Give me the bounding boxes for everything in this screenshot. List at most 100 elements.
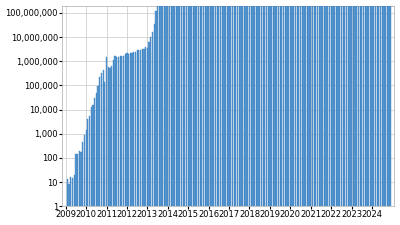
- Bar: [249, 0, 250, 225]
- Bar: [70, 177, 72, 225]
- Bar: [166, 0, 167, 225]
- Bar: [268, 0, 269, 225]
- Bar: [358, 0, 359, 225]
- Bar: [339, 0, 340, 225]
- Bar: [150, 37, 152, 225]
- Bar: [365, 0, 366, 225]
- Bar: [247, 0, 248, 225]
- Bar: [162, 0, 163, 225]
- Bar: [378, 0, 380, 225]
- Bar: [216, 0, 218, 225]
- Bar: [300, 0, 301, 225]
- Bar: [274, 0, 276, 225]
- Bar: [98, 86, 99, 225]
- Bar: [344, 0, 346, 225]
- Bar: [293, 0, 294, 225]
- Bar: [303, 0, 304, 225]
- Bar: [160, 3, 162, 225]
- Bar: [383, 0, 384, 225]
- Bar: [259, 0, 260, 225]
- Bar: [387, 0, 388, 225]
- Bar: [155, 11, 156, 225]
- Bar: [86, 130, 87, 225]
- Bar: [262, 0, 264, 225]
- Bar: [171, 0, 172, 225]
- Bar: [191, 0, 192, 225]
- Bar: [288, 0, 289, 225]
- Bar: [203, 0, 204, 225]
- Bar: [380, 0, 381, 225]
- Bar: [135, 52, 136, 225]
- Bar: [266, 0, 267, 225]
- Bar: [222, 0, 223, 225]
- Bar: [330, 0, 332, 225]
- Bar: [164, 0, 165, 225]
- Bar: [258, 0, 259, 225]
- Bar: [210, 0, 211, 225]
- Bar: [315, 0, 316, 225]
- Bar: [136, 50, 138, 225]
- Bar: [142, 49, 143, 225]
- Bar: [286, 0, 288, 225]
- Bar: [87, 119, 88, 225]
- Bar: [196, 0, 197, 225]
- Bar: [169, 0, 170, 225]
- Bar: [132, 53, 133, 225]
- Bar: [91, 107, 92, 225]
- Bar: [133, 52, 134, 225]
- Bar: [240, 0, 242, 225]
- Bar: [360, 0, 361, 225]
- Bar: [276, 0, 277, 225]
- Bar: [218, 0, 220, 225]
- Bar: [75, 154, 76, 225]
- Bar: [278, 0, 279, 225]
- Bar: [111, 66, 112, 225]
- Bar: [230, 0, 231, 225]
- Bar: [351, 0, 352, 225]
- Bar: [181, 0, 182, 225]
- Bar: [113, 60, 114, 225]
- Bar: [77, 154, 78, 225]
- Bar: [250, 0, 252, 225]
- Bar: [228, 0, 230, 225]
- Bar: [302, 0, 303, 225]
- Bar: [256, 0, 257, 225]
- Bar: [182, 0, 184, 225]
- Bar: [157, 6, 158, 225]
- Bar: [178, 0, 179, 225]
- Bar: [314, 0, 315, 225]
- Bar: [174, 0, 175, 225]
- Bar: [205, 0, 206, 225]
- Bar: [147, 48, 148, 225]
- Bar: [189, 0, 190, 225]
- Bar: [237, 0, 238, 225]
- Bar: [349, 0, 350, 225]
- Bar: [385, 0, 386, 225]
- Bar: [341, 0, 342, 225]
- Bar: [342, 0, 344, 225]
- Bar: [101, 73, 102, 225]
- Bar: [307, 0, 308, 225]
- Bar: [324, 0, 325, 225]
- Bar: [84, 135, 85, 225]
- Bar: [68, 184, 70, 225]
- Bar: [320, 0, 322, 225]
- Bar: [172, 0, 174, 225]
- Bar: [242, 0, 243, 225]
- Bar: [143, 49, 144, 225]
- Bar: [223, 0, 224, 225]
- Bar: [239, 0, 240, 225]
- Bar: [281, 0, 282, 225]
- Bar: [206, 0, 208, 225]
- Bar: [198, 0, 199, 225]
- Bar: [285, 0, 286, 225]
- Bar: [121, 56, 122, 225]
- Bar: [227, 0, 228, 225]
- Bar: [290, 0, 291, 225]
- Bar: [273, 0, 274, 225]
- Bar: [261, 0, 262, 225]
- Bar: [79, 151, 80, 225]
- Bar: [213, 0, 214, 225]
- Bar: [201, 0, 202, 225]
- Bar: [329, 0, 330, 225]
